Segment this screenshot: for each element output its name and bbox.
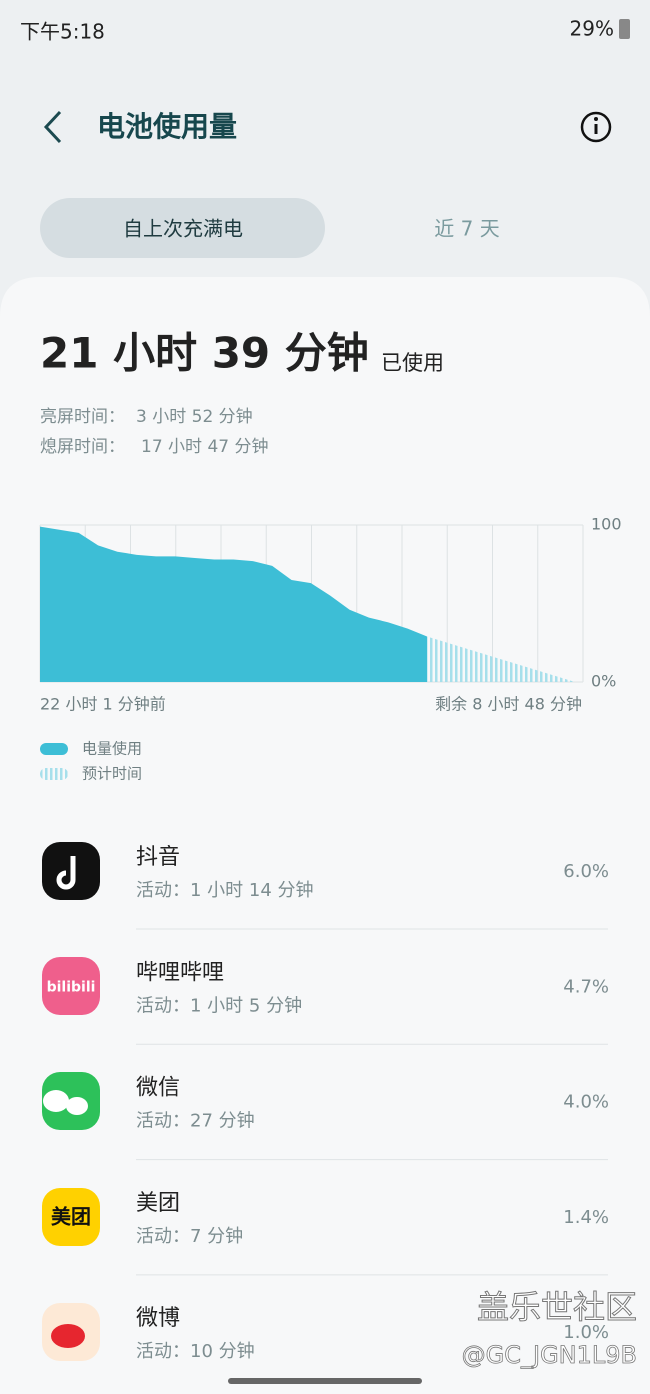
page-title: 电池使用量: [97, 110, 237, 143]
screen-off: 17 小时 47 分钟: [141, 437, 268, 457]
app-name[interactable]: 美团: [136, 1191, 180, 1216]
x-start-label: 22 小时 1 分钟前: [40, 695, 166, 714]
app-name[interactable]: 哔哩哔哩: [136, 960, 224, 985]
app-percent: 4.0%: [563, 1092, 609, 1113]
legend-swatch: [40, 768, 68, 780]
app-icon[interactable]: [42, 957, 100, 1015]
app-icon-text: 美团: [51, 1204, 91, 1228]
battery-icon: [619, 19, 630, 39]
tab[interactable]: 近 7 天: [434, 217, 499, 241]
app-percent: 1.0%: [563, 1322, 609, 1343]
app-activity: 活动：1 小时 14 分钟: [136, 880, 314, 901]
app-percent: 4.7%: [563, 976, 609, 997]
back-button[interactable]: [43, 110, 62, 144]
screen-on: 3 小时 52 分钟: [136, 407, 253, 427]
legend-label: 预计时间: [82, 765, 142, 783]
weibo-glyph: [51, 1324, 85, 1348]
status-battery: 29%: [570, 17, 614, 41]
legend-label: 电量使用: [82, 740, 142, 758]
watermark-title: 盖乐世社区: [477, 1288, 637, 1326]
app-percent: 1.4%: [563, 1207, 609, 1228]
app-activity: 活动：7 分钟: [136, 1226, 243, 1247]
area: [40, 526, 427, 682]
x-end-label: 剩余 8 小时 48 分钟: [435, 695, 582, 714]
tiktok-glyph: [56, 856, 76, 890]
y-tick-label: 100: [591, 515, 622, 534]
app-name[interactable]: 抖音: [136, 845, 180, 870]
info-dot: [594, 117, 598, 121]
app-name[interactable]: 微博: [136, 1306, 180, 1331]
area: [427, 636, 575, 682]
legend-swatch: [40, 743, 68, 755]
screen-on-label: 亮屏时间：: [40, 407, 125, 427]
total-suffix: 已使用: [381, 351, 444, 375]
total-usage: 21 小时 39 分钟: [40, 329, 369, 378]
app-icon-text: bilibili: [47, 979, 96, 995]
y-tick-label: 0%: [591, 672, 616, 691]
watermark-handle: @GC_JGN1L9B: [462, 1341, 637, 1369]
app-activity: 活动：10 分钟: [136, 1341, 255, 1362]
app-activity: 活动：1 小时 5 分钟: [136, 995, 302, 1016]
wechat-glyph: [43, 1090, 69, 1112]
app-percent: 6.0%: [563, 861, 609, 882]
status-time: 下午5:18: [20, 20, 105, 44]
tab[interactable]: 自上次充满电: [123, 217, 243, 241]
info-i: [594, 124, 598, 134]
nav-handle[interactable]: [228, 1378, 422, 1384]
card: [0, 277, 650, 1394]
screen-off-label: 熄屏时间：: [40, 437, 125, 457]
info-circle: [580, 111, 612, 143]
info-button[interactable]: [580, 111, 612, 143]
app-name[interactable]: 微信: [136, 1076, 180, 1101]
app-icons: bilibili 美团: [42, 842, 100, 1361]
wechat-glyph: [66, 1097, 88, 1115]
app-activity: 活动：27 分钟: [136, 1111, 255, 1132]
app-icon[interactable]: [42, 1188, 100, 1246]
tab-selected-bg: [40, 198, 325, 258]
